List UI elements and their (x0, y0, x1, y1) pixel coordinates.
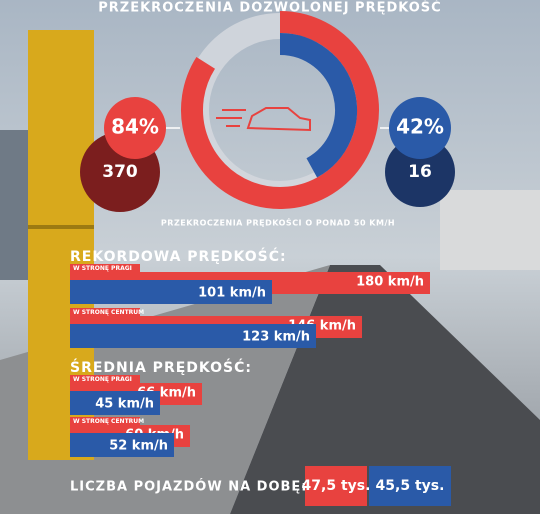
category-tag (70, 417, 140, 426)
tile-label: 45,5 tys. (376, 478, 445, 494)
category-label: W STRONĘ PRAGI (73, 376, 132, 383)
bar-value-label: 180 km/h (356, 275, 424, 290)
tile (305, 466, 367, 506)
category-label: W STRONĘ CENTRUM (73, 418, 144, 425)
bar (70, 433, 174, 457)
count-label: 16 (408, 162, 432, 182)
percent-badge (389, 97, 451, 159)
chart-title: REKORDOWA PRĘDKOŚĆ: (70, 247, 287, 265)
bar (70, 324, 316, 348)
tile-label: 47,5 tys. (302, 478, 371, 494)
percent-badge (104, 97, 166, 159)
tile (369, 466, 451, 506)
count-label: 370 (102, 162, 138, 182)
chart-title: LICZBA POJAZDÓW NA DOBĘ: (70, 479, 308, 495)
donut-arc (181, 11, 379, 209)
building (440, 190, 540, 270)
category-tag (70, 308, 140, 317)
speed-camera-seam (28, 225, 94, 229)
percent-label: 84% (111, 115, 159, 139)
donut-arc (279, 33, 357, 178)
chart-title: ŚREDNIA PRĘDKOŚĆ: (70, 358, 252, 376)
count-badge (385, 137, 455, 207)
bar-value-label: 101 km/h (198, 286, 266, 301)
page-title: PRZEKROCZENIA DOZWOLONEJ PRĘDKOŚĆ (98, 0, 441, 16)
category-label: W STRONĘ CENTRUM (73, 309, 144, 316)
car-icon (216, 107, 311, 132)
bar (70, 391, 160, 415)
bar-value-label: 45 km/h (95, 397, 154, 412)
bar-value-label: 123 km/h (242, 330, 310, 345)
bar-value-label: 52 km/h (109, 439, 168, 454)
category-tag (70, 264, 140, 273)
percent-label: 42% (396, 115, 444, 139)
bar (70, 280, 272, 304)
donut-subtitle: PRZEKROCZENIA PRĘDKOŚCI O PONAD 50 KM/H (161, 217, 395, 228)
category-label: W STRONĘ PRAGI (73, 265, 132, 272)
building (0, 130, 30, 280)
category-tag (70, 375, 140, 384)
